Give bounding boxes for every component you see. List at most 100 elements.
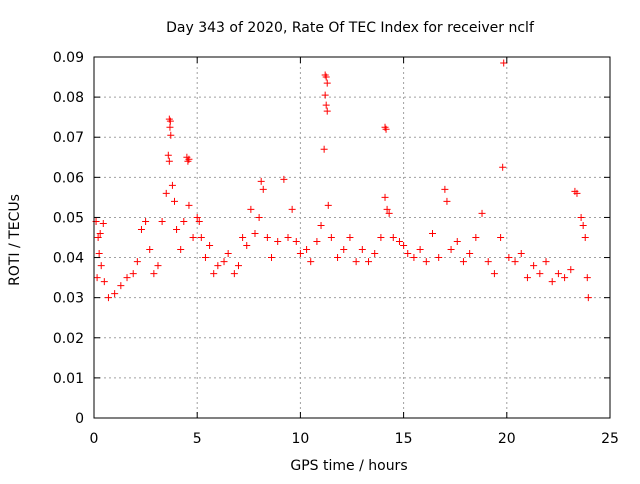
data-point [146, 246, 154, 254]
data-point [255, 213, 263, 221]
data-point [296, 250, 304, 258]
data-point [167, 131, 175, 139]
data-point [346, 234, 354, 241]
data-point [303, 246, 311, 254]
data-point [400, 242, 408, 250]
data-point [111, 290, 119, 298]
data-point [133, 258, 141, 266]
data-point [150, 270, 158, 278]
data-point [166, 117, 174, 125]
data-point [117, 282, 125, 290]
data-point [164, 151, 172, 159]
data-point [177, 246, 185, 254]
data-points [92, 59, 592, 302]
axis-ticks: 0 0.01 0.02 0.03 0.04 0.05 0.06 0.07 0.08 0.09 0 5 1… [53, 50, 619, 447]
data-point [583, 274, 591, 282]
data-point [435, 254, 443, 262]
x-tick-label: 0 [90, 431, 99, 447]
data-point [505, 254, 513, 262]
data-point [259, 185, 267, 193]
data-point [416, 246, 424, 254]
data-point [214, 262, 222, 270]
y-axis-label: ROTI / TECUs [7, 194, 23, 286]
plot-frame [93, 56, 611, 419]
data-point [123, 274, 131, 282]
data-point [322, 101, 330, 109]
y-tick-label: 0.04 [53, 251, 84, 267]
data-point [195, 217, 203, 225]
data-point [377, 234, 385, 241]
data-point [230, 270, 238, 278]
data-point [389, 234, 397, 241]
data-point [137, 225, 145, 233]
data-point [197, 234, 205, 241]
data-point [441, 185, 449, 193]
data-point [280, 175, 288, 183]
data-point [322, 73, 330, 81]
data-point [142, 217, 150, 225]
data-point [385, 209, 393, 217]
y-tick-label: 0.08 [53, 90, 84, 106]
data-point [567, 266, 575, 274]
y-tick-label: 0 [75, 411, 84, 427]
data-point [129, 270, 137, 278]
x-tick-label: 10 [291, 431, 309, 447]
y-tick-label: 0.02 [53, 331, 84, 347]
data-point [201, 254, 209, 262]
data-point [257, 177, 265, 185]
data-point [517, 250, 525, 258]
data-point [173, 225, 181, 233]
data-point [307, 258, 315, 266]
x-tick-label: 5 [193, 431, 202, 447]
data-point [523, 274, 531, 282]
data-point [472, 234, 480, 241]
data-point [579, 221, 587, 229]
data-point [340, 246, 348, 254]
data-point [263, 234, 271, 241]
data-point [96, 229, 104, 237]
data-point [168, 181, 176, 189]
data-point [561, 274, 569, 282]
data-point [383, 205, 391, 213]
data-point [206, 242, 214, 250]
data-point [94, 234, 102, 241]
data-point [317, 221, 325, 229]
y-tick-label: 0.05 [53, 210, 84, 226]
data-point [542, 258, 550, 266]
data-point [365, 258, 373, 266]
chart-title: Day 343 of 2020, Rate Of TEC Index for r… [166, 20, 535, 36]
data-point [371, 250, 379, 258]
data-point [410, 254, 418, 262]
data-point [573, 189, 581, 197]
data-point [422, 258, 430, 266]
data-point [404, 250, 412, 258]
data-point [490, 270, 498, 278]
data-point [239, 234, 247, 241]
data-point [189, 234, 197, 241]
data-point [93, 274, 101, 282]
data-point [536, 270, 544, 278]
data-point [99, 219, 107, 227]
x-tick-label: 15 [395, 431, 413, 447]
data-point [581, 234, 589, 241]
data-point [243, 242, 251, 250]
data-point [224, 250, 232, 258]
data-point [313, 238, 321, 246]
data-point [327, 234, 335, 241]
data-point [323, 79, 331, 87]
data-point [268, 254, 276, 262]
y-tick-label: 0.07 [53, 130, 84, 146]
data-point [288, 205, 296, 213]
data-point [428, 229, 436, 237]
data-point [584, 294, 592, 302]
data-point [251, 229, 259, 237]
data-point [180, 217, 188, 225]
data-point [499, 163, 507, 171]
data-point [185, 155, 193, 163]
data-point [324, 201, 332, 209]
data-point [165, 157, 173, 165]
data-point [381, 193, 389, 201]
x-tick-label: 25 [601, 431, 619, 447]
grid-lines [94, 57, 610, 418]
